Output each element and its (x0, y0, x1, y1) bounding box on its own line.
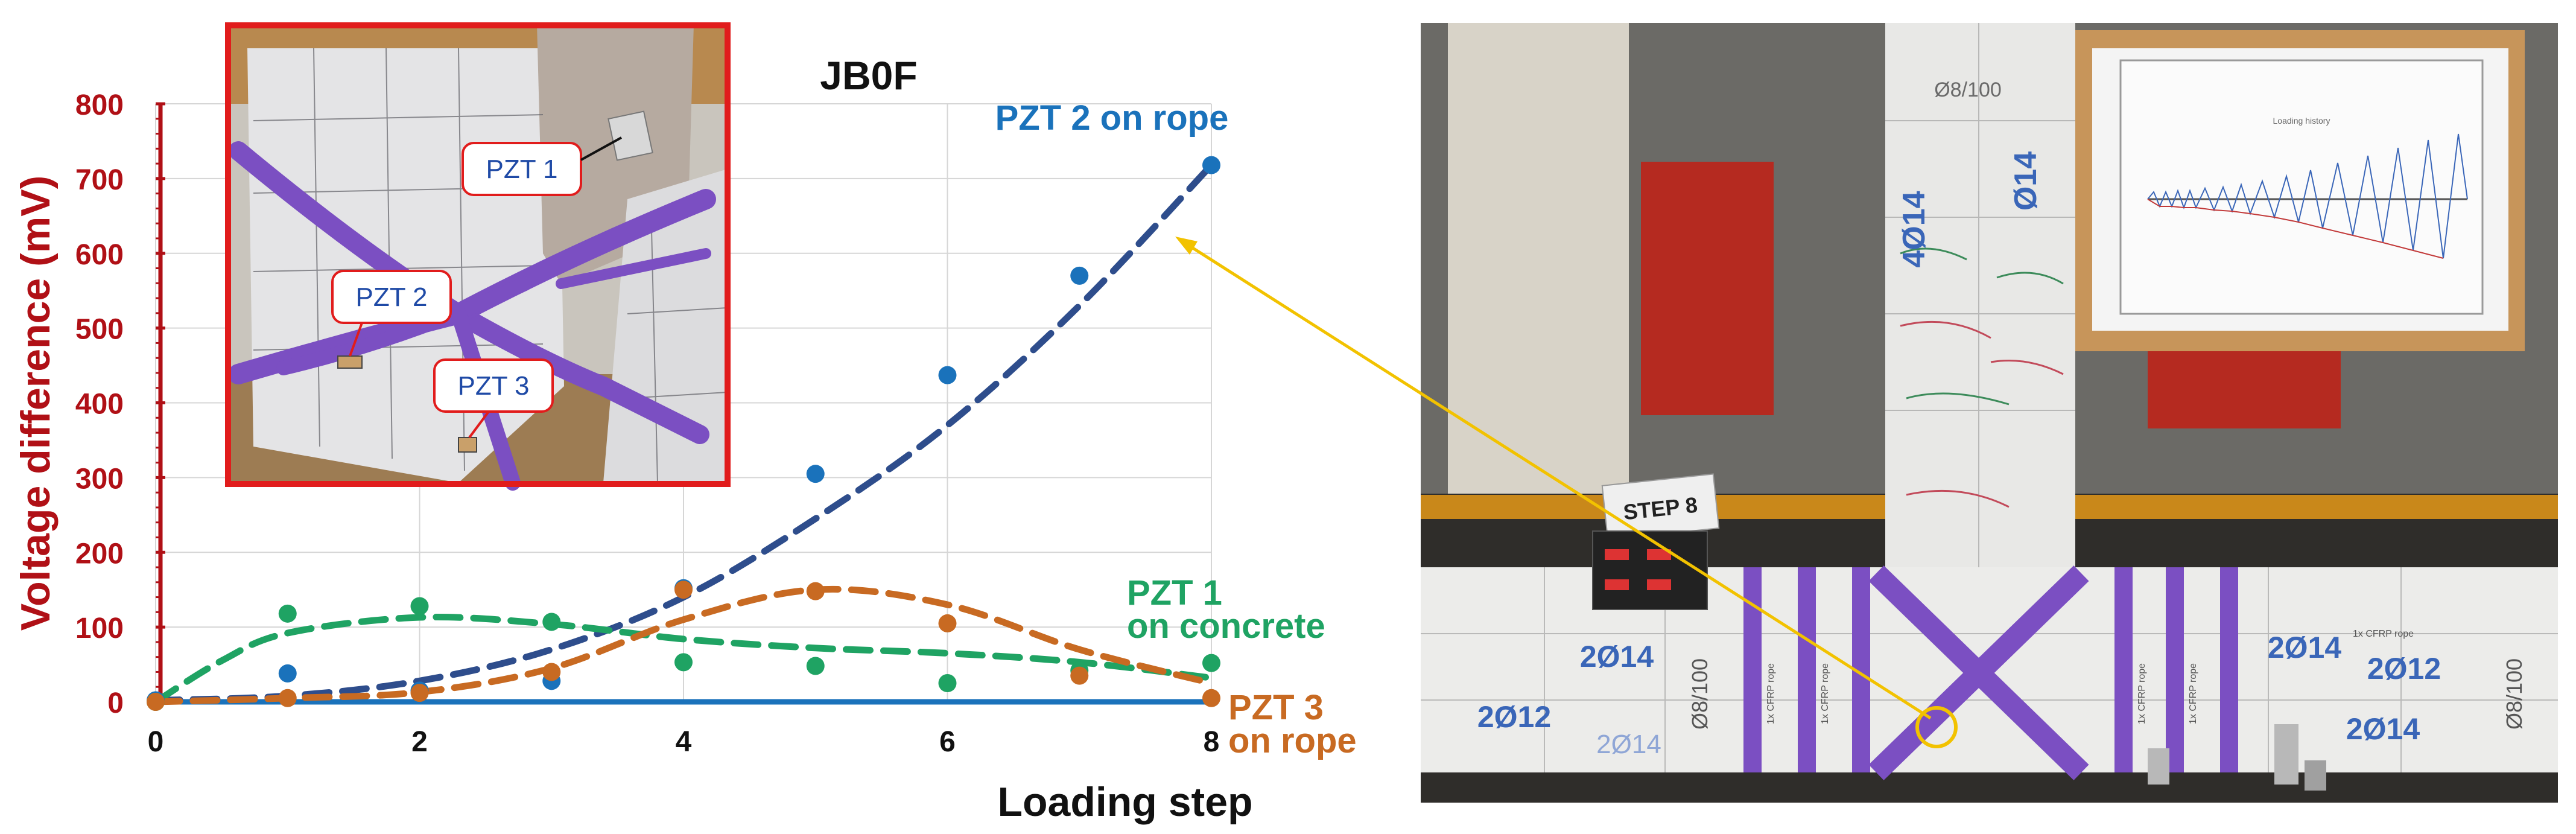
svg-text:PZT 3: PZT 3 (457, 371, 529, 401)
svg-text:2Ø14: 2Ø14 (1596, 730, 1661, 759)
y-axis-title: Voltage difference (mV) (13, 176, 59, 631)
trendline-series-2 (152, 585, 1215, 705)
y-tick-label: 500 (75, 314, 124, 346)
inset-label-pzt2: PZT 2 (331, 270, 452, 357)
step-label: STEP 8 (1601, 473, 1720, 541)
data-point-series-1 (674, 653, 693, 672)
series-label-pzt3-line1: PZT 3 (1228, 688, 1324, 727)
series-label-pzt1-line2: on concrete (1127, 606, 1325, 646)
data-point-series-2 (1070, 666, 1089, 685)
column-specimen: Ø8/100 4Ø14 Ø14 (1885, 23, 2075, 578)
data-point-series-1 (938, 674, 957, 693)
data-point-series-2 (410, 684, 429, 702)
data-point-series-2 (938, 614, 957, 632)
svg-text:Loading history: Loading history (2273, 116, 2330, 126)
data-point-series-0 (278, 664, 297, 683)
x-axis-title: Loading step (997, 779, 1252, 825)
svg-text:2Ø12: 2Ø12 (2367, 652, 2441, 686)
data-point-series-0 (806, 465, 825, 483)
x-tick-label: 4 (676, 726, 692, 758)
trendlines (152, 162, 1215, 705)
svg-text:PZT 2: PZT 2 (355, 282, 427, 312)
y-tick-label: 200 (75, 538, 124, 570)
callout-arrowhead (1175, 237, 1198, 255)
svg-text:1x CFRP rope: 1x CFRP rope (2188, 663, 2198, 724)
svg-text:2Ø14: 2Ø14 (1580, 640, 1654, 673)
y-tick-label: 300 (75, 463, 124, 495)
svg-text:Ø8/100: Ø8/100 (1687, 658, 1712, 730)
svg-text:Ø8/100: Ø8/100 (2502, 658, 2527, 730)
data-point-series-2 (147, 693, 165, 711)
series-label-pzt3-line2: on rope (1228, 721, 1357, 760)
svg-text:2Ø14: 2Ø14 (2346, 712, 2420, 746)
data-point-series-1 (410, 597, 429, 616)
svg-text:4Ø14: 4Ø14 (1897, 191, 1932, 267)
inset-photo: PZT 1 PZT 2 PZT 3 (225, 22, 731, 491)
series-label-pzt2: PZT 2 on rope (995, 98, 1229, 138)
svg-text:1x CFRP rope: 1x CFRP rope (1766, 663, 1776, 724)
beam-specimen: 2Ø14 2Ø12 2Ø14 Ø8/100 2Ø14 2Ø12 2Ø14 Ø8/… (1421, 565, 2558, 791)
loading-history-board: Loading history (2075, 30, 2525, 351)
data-point-series-2 (674, 581, 693, 599)
data-point-series-1 (542, 613, 561, 631)
data-point-series-0 (1070, 266, 1089, 285)
data-point-series-1 (1202, 654, 1220, 672)
data-points (147, 156, 1220, 711)
x-tick-label: 6 (939, 726, 956, 758)
svg-text:1x CFRP rope: 1x CFRP rope (2137, 663, 2147, 724)
svg-text:2Ø12: 2Ø12 (1477, 700, 1551, 734)
data-point-series-2 (278, 689, 297, 707)
svg-text:1x CFRP rope: 1x CFRP rope (2353, 629, 2414, 639)
svg-text:PZT 1: PZT 1 (486, 154, 557, 184)
data-point-series-1 (278, 604, 297, 623)
x-axis-ticks: 0 2 4 6 8 (148, 726, 1220, 758)
pzt2-location-marker (1915, 706, 1958, 748)
data-point-series-0 (938, 366, 957, 384)
x-tick-label: 0 (148, 726, 164, 758)
svg-text:1x CFRP rope: 1x CFRP rope (1820, 663, 1830, 724)
callout-arrow (1181, 240, 1932, 720)
series-label-pzt1-line1: PZT 1 (1127, 573, 1222, 613)
y-tick-label: 800 (75, 89, 124, 121)
inset-label-pzt3: PZT 3 (433, 358, 554, 439)
y-tick-label: 600 (75, 239, 124, 271)
data-point-series-1 (806, 657, 825, 675)
trendline-series-0 (152, 162, 1215, 704)
svg-text:2Ø14: 2Ø14 (2268, 631, 2342, 664)
svg-text:Ø14: Ø14 (2008, 151, 2043, 211)
y-tick-label: 0 (107, 687, 124, 719)
data-point-series-2 (806, 582, 825, 600)
y-tick-label: 100 (75, 613, 124, 645)
x-tick-label: 2 (411, 726, 428, 758)
data-point-series-2 (542, 663, 561, 681)
svg-text:Ø8/100: Ø8/100 (1934, 78, 2002, 101)
inset-label-pzt1: PZT 1 (462, 136, 622, 196)
specimen-photo: Loading history Ø8/100 4Ø14 Ø1 (1421, 23, 2558, 803)
x-tick-label: 8 (1204, 726, 1220, 758)
y-tick-label: 700 (75, 164, 124, 196)
data-point-series-2 (1202, 689, 1220, 707)
y-tick-label: 400 (75, 389, 124, 421)
chart-title: JB0F (820, 53, 917, 98)
y-axis-ticks: 0 100 200 300 400 500 600 700 800 (75, 89, 165, 719)
data-point-series-0 (1202, 156, 1220, 174)
